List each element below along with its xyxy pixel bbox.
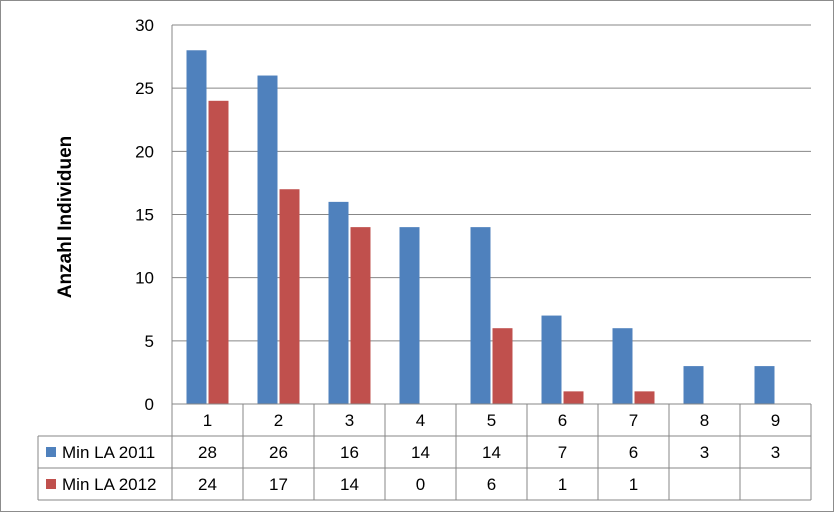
y-tick-label: 15 xyxy=(135,206,154,225)
table-cell-value: 6 xyxy=(487,475,496,494)
legend-swatch xyxy=(46,479,56,489)
bars xyxy=(186,50,775,405)
x-tick-label: 4 xyxy=(416,411,425,430)
bar xyxy=(612,328,633,404)
bar xyxy=(257,75,278,405)
y-tick-label: 5 xyxy=(145,332,154,351)
y-tick-label: 0 xyxy=(145,395,154,414)
legend-label: Min LA 2012 xyxy=(62,475,157,494)
bar xyxy=(399,227,420,404)
table-cell-value: 28 xyxy=(198,443,217,462)
x-tick-label: 3 xyxy=(345,411,354,430)
grid-lines xyxy=(171,24,811,404)
x-tick-label: 6 xyxy=(558,411,567,430)
table-cell-value: 1 xyxy=(629,475,638,494)
y-tick-label: 30 xyxy=(135,16,154,35)
bar xyxy=(208,100,229,405)
x-tick-label: 1 xyxy=(203,411,212,430)
bar xyxy=(634,391,655,404)
table-cell-value: 1 xyxy=(558,475,567,494)
bar xyxy=(279,189,300,404)
x-tick-label: 9 xyxy=(771,411,780,430)
x-tick-label: 8 xyxy=(700,411,709,430)
bar xyxy=(492,328,513,404)
y-axis: 0 5 10 15 20 25 30 xyxy=(135,16,154,414)
legend-label: Min LA 2011 xyxy=(62,443,155,462)
x-tick-label: 7 xyxy=(629,411,638,430)
table-cell-value: 17 xyxy=(269,475,288,494)
table-cell-value: 7 xyxy=(558,443,567,462)
y-axis-label: Anzahl Individuen xyxy=(55,136,76,299)
bar xyxy=(350,227,371,404)
table-cell-value: 14 xyxy=(411,443,430,462)
y-tick-label: 20 xyxy=(135,142,154,161)
bar xyxy=(754,366,775,404)
bar xyxy=(328,201,349,404)
table-cell-value: 6 xyxy=(629,443,638,462)
table-cell-value: 14 xyxy=(340,475,359,494)
table-cell-value: 26 xyxy=(269,443,288,462)
bar xyxy=(186,50,207,405)
table-cell-value: 24 xyxy=(198,475,217,494)
x-tick-label: 5 xyxy=(487,411,496,430)
bar xyxy=(683,366,704,404)
table-cell-value: 14 xyxy=(482,443,501,462)
table-cell-value: 3 xyxy=(771,443,780,462)
table-cell-value: 0 xyxy=(416,475,425,494)
table-cell-value: 3 xyxy=(700,443,709,462)
x-tick-label: 2 xyxy=(274,411,283,430)
table-cell-value: 16 xyxy=(340,443,359,462)
bar xyxy=(563,391,584,404)
y-tick-label: 25 xyxy=(135,79,154,98)
bar xyxy=(541,315,562,404)
y-tick-label: 10 xyxy=(135,269,154,288)
legend-swatch xyxy=(46,447,56,457)
bar xyxy=(470,227,491,404)
